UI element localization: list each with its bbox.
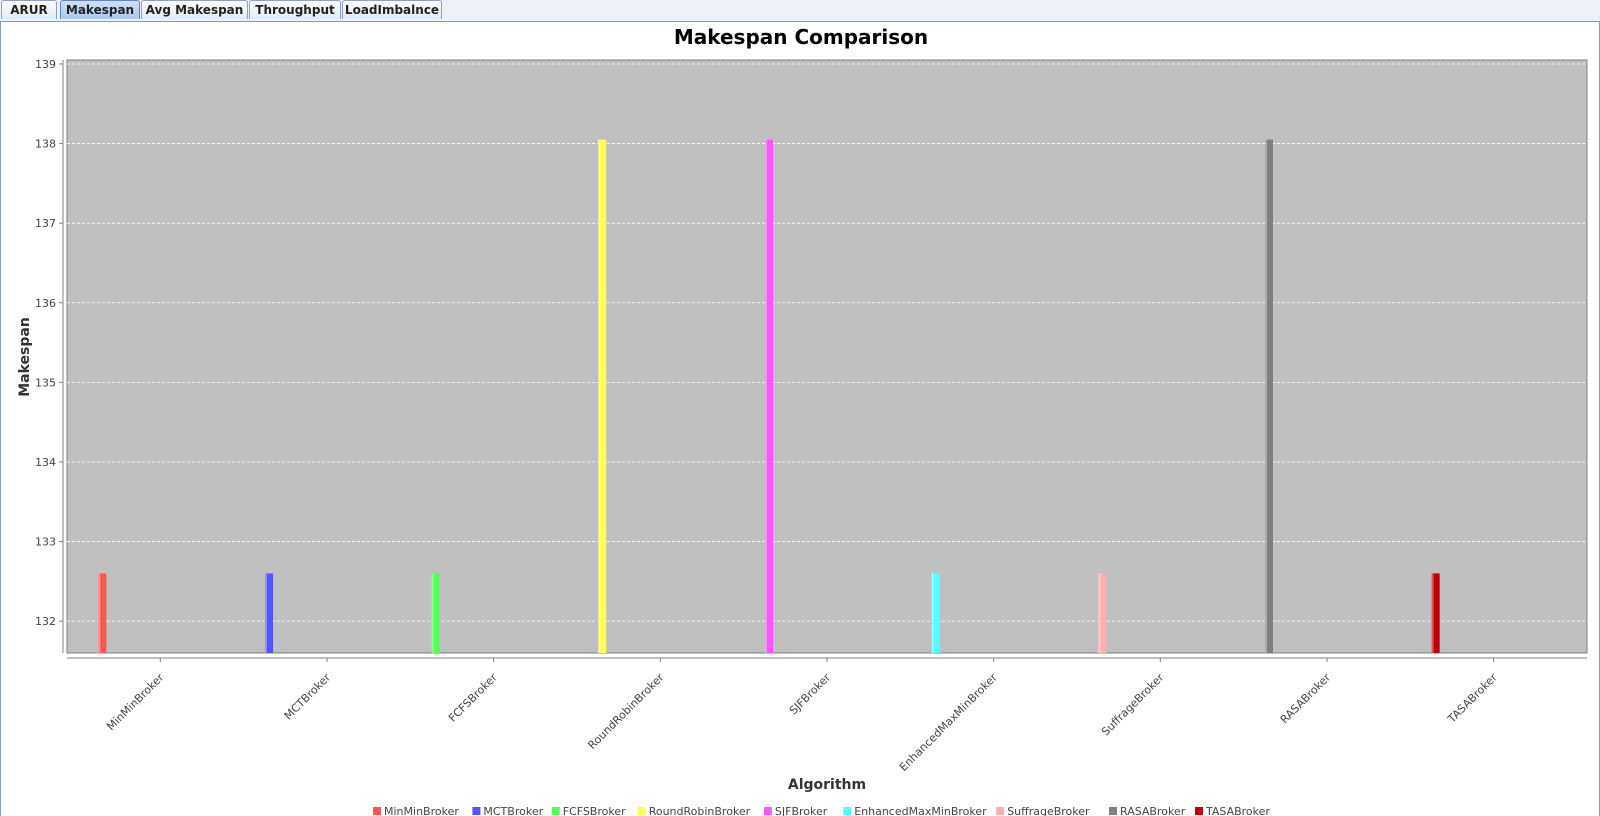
bar <box>765 139 773 654</box>
plot-area <box>66 59 1588 654</box>
bar-highlight <box>931 573 934 653</box>
legend-label: MinMinBroker <box>384 805 459 816</box>
bar <box>1431 573 1440 653</box>
tab-loadimbalnce[interactable]: LoadImbalnce <box>342 0 442 19</box>
legend-label: RoundRobinBroker <box>649 805 751 816</box>
legend-label: SJFBroker <box>775 805 828 816</box>
bar <box>1265 139 1273 654</box>
legend-swatch <box>843 807 852 815</box>
chart-panel: Makespan Comparison 132 133 134 135 136 137 13… <box>0 22 1600 816</box>
grid-lines <box>67 63 1587 622</box>
legend-swatch <box>1195 807 1203 815</box>
bar <box>598 139 607 654</box>
bar <box>98 573 107 653</box>
legend-label: FCFSBroker <box>563 805 626 816</box>
bar-highlight <box>1265 139 1267 654</box>
bar-highlight <box>765 139 767 654</box>
x-tick-label: TASABroker <box>1445 671 1500 726</box>
bar <box>931 573 940 653</box>
legend-swatch <box>637 807 646 815</box>
x-tick-label: SuffrageBroker <box>1099 671 1167 739</box>
bar <box>431 573 440 653</box>
x-tick-label: RoundRobinBroker <box>585 671 666 752</box>
tab-arur[interactable]: ARUR <box>1 0 57 19</box>
y-tick-label: 135 <box>35 376 56 389</box>
x-tick-label: EnhancedMaxMinBroker <box>897 671 1000 774</box>
legend-label: SuffrageBroker <box>1007 805 1090 816</box>
y-tick-label: 133 <box>35 536 56 549</box>
y-axis-ticks: 132 133 134 135 136 137 138 139 <box>35 58 63 628</box>
chart-title: Makespan Comparison <box>674 25 928 49</box>
y-tick-label: 138 <box>35 138 56 151</box>
bar-highlight <box>431 573 434 653</box>
x-tick-label: SJFBroker <box>787 671 834 718</box>
legend: MinMinBroker MCTBroker FCFSBroker RoundRobi… <box>373 805 1270 816</box>
legend-label: RASABroker <box>1120 805 1186 816</box>
legend-swatch <box>1109 807 1117 815</box>
legend-label: EnhancedMaxMinBroker <box>854 805 987 816</box>
tab-avg-makespan[interactable]: Avg Makespan <box>141 0 248 19</box>
x-tick-label: MinMinBroker <box>104 671 166 733</box>
y-tick-label: 139 <box>35 58 56 71</box>
bar-group <box>98 139 1440 654</box>
y-tick-label: 136 <box>35 297 56 310</box>
tab-makespan[interactable]: Makespan <box>60 0 140 19</box>
x-tick-label: FCFSBroker <box>446 671 500 725</box>
x-tick-label: MCTBroker <box>282 671 334 723</box>
bar-highlight <box>1431 573 1434 653</box>
bar <box>1098 573 1107 653</box>
tab-throughput[interactable]: Throughput <box>249 0 341 19</box>
legend-swatch <box>996 807 1005 815</box>
tab-bar: ARUR Makespan Avg Makespan Throughput Lo… <box>0 0 1600 22</box>
makespan-chart: Makespan Comparison 13213313413513613713… <box>17 25 1588 816</box>
bar-highlight <box>598 139 601 654</box>
y-tick-label: 134 <box>35 456 56 469</box>
bar-highlight <box>1098 573 1101 653</box>
x-axis-label: Algorithm <box>788 777 866 793</box>
y-axis-label: Makespan <box>17 317 33 397</box>
legend-label: TASABroker <box>1205 805 1270 816</box>
legend-swatch <box>551 807 560 815</box>
bar <box>265 573 273 653</box>
bar-highlight <box>265 573 267 653</box>
x-tick-label: RASABroker <box>1278 671 1334 727</box>
legend-swatch <box>472 807 481 815</box>
y-tick-label: 132 <box>35 615 56 628</box>
y-tick-label: 137 <box>35 217 56 230</box>
legend-swatch <box>373 807 381 815</box>
bar-highlight <box>98 573 101 653</box>
legend-swatch <box>763 807 772 815</box>
x-axis-ticks: MinMinBroker MCTBroker FCFSBroker RoundRobi… <box>104 658 1500 774</box>
legend-label: MCTBroker <box>483 805 543 816</box>
